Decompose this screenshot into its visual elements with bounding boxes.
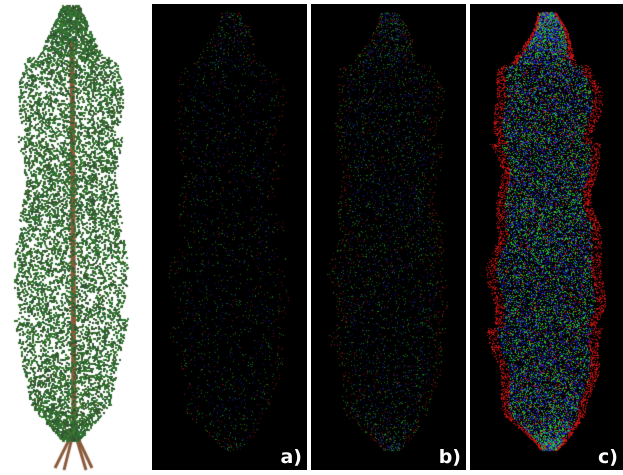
- point-cloud-c: [470, 4, 623, 470]
- panel-label-b: b): [438, 446, 461, 468]
- panel-b: b): [311, 4, 466, 470]
- panel-label-a: a): [280, 446, 302, 468]
- tree-image: [0, 0, 150, 475]
- tree-photo: [0, 0, 150, 475]
- panel-label-c: c): [598, 446, 618, 468]
- point-cloud-b: [311, 4, 466, 470]
- panel-a: a): [152, 4, 307, 470]
- panel-c: c): [470, 4, 623, 470]
- point-cloud-a: [152, 4, 307, 470]
